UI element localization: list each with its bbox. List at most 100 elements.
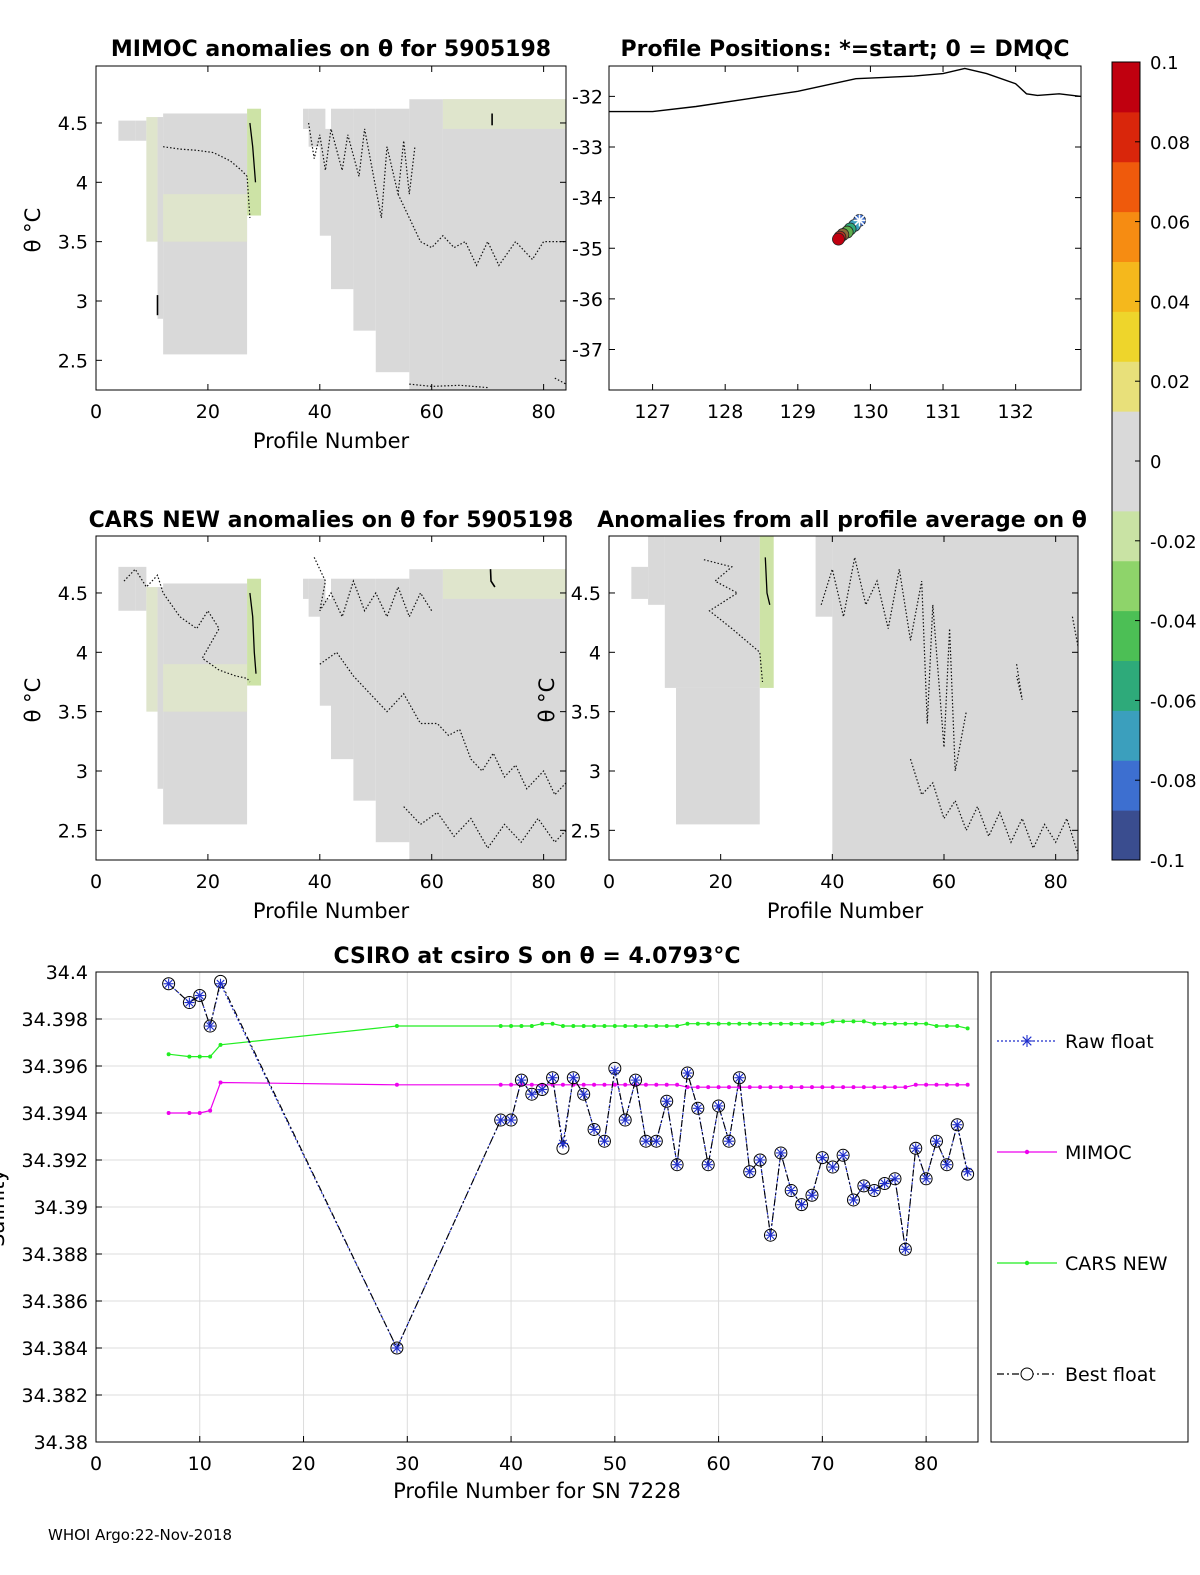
raw-float-point — [838, 1150, 849, 1161]
mimoc-point — [955, 1082, 960, 1087]
colorbar: 0.1 0.08 0.06 0.04 0.02 0 -0.02 -0.04 -0.06 -0.08… — [1111, 53, 1197, 872]
y-tick-label: 4.5 — [58, 113, 88, 135]
raw-float-point-stroke — [672, 1160, 682, 1169]
raw-float-point — [495, 1115, 506, 1126]
y-tick-label: 34.392 — [22, 1150, 88, 1172]
cars-new-point — [197, 1054, 202, 1059]
anomaly-cell — [676, 536, 760, 688]
raw-float-point — [827, 1162, 838, 1173]
mimoc-point — [882, 1085, 887, 1090]
raw-float-point-stroke — [953, 1120, 962, 1129]
cars-new-point — [166, 1052, 171, 1057]
raw-float-point — [858, 1180, 869, 1191]
mimoc-point — [809, 1085, 814, 1090]
raw-float-point-stroke — [901, 1245, 910, 1254]
best-float-point — [514, 1073, 528, 1087]
x-tick-label: 127 — [634, 401, 670, 423]
y-tick-label: 2.5 — [58, 820, 88, 842]
raw-float-point — [599, 1136, 610, 1147]
cars-new-point — [841, 1019, 846, 1024]
raw-float-point-stroke — [631, 1076, 640, 1085]
x-tick-label: 20 — [196, 871, 220, 893]
y-tick-label: 4 — [589, 642, 601, 664]
best-float-point — [732, 1071, 746, 1085]
y-tick-label: -35 — [572, 238, 603, 260]
y-tick-label: 34.386 — [22, 1291, 88, 1313]
colorbar-segment — [1112, 311, 1140, 362]
raw-float-point — [941, 1159, 952, 1170]
best-float-point — [193, 989, 207, 1002]
anomaly-cell — [118, 120, 136, 141]
start-marker-stroke — [854, 215, 865, 226]
y-tick-label: 3.5 — [58, 232, 88, 254]
anomaly-cell — [832, 536, 1078, 860]
best-float-point — [587, 1122, 601, 1136]
y-tick-label: 34.388 — [22, 1244, 88, 1266]
anomaly-cell — [319, 598, 331, 706]
mimoc-point — [394, 1082, 399, 1087]
raw-float-point — [796, 1199, 807, 1210]
raw-float-point-stroke — [776, 1148, 785, 1158]
x-tick-label: 80 — [532, 871, 556, 893]
raw-float-point — [952, 1119, 963, 1130]
best-float-point — [846, 1193, 860, 1207]
positions-plot-area: 127 128 129 130 131 132 -32 -33 -34 -35 -36 -37 — [572, 65, 1082, 423]
cars-new-point — [394, 1024, 399, 1029]
allavg-plot-area: 0 20 40 60 80 2.5 3 3.5 4 4.5 — [571, 535, 1079, 893]
raw-float-point — [391, 1343, 402, 1353]
legend-marker — [1022, 1036, 1032, 1046]
legend-entry: MIMOC — [997, 1142, 1132, 1164]
cars-new-point — [789, 1021, 794, 1026]
anomaly-cell — [157, 587, 164, 789]
allavg-panel: Anomalies from all profile average on θ … — [535, 508, 1087, 923]
best-float-point — [182, 996, 196, 1010]
colorbar-segment — [1112, 211, 1140, 262]
x-tick-label: 20 — [291, 1453, 315, 1475]
anomaly-cell — [303, 108, 309, 129]
y-tick-label: -37 — [572, 340, 603, 362]
raw-float-point-stroke — [496, 1115, 505, 1125]
allavg-ylabel: θ °C — [535, 678, 559, 723]
solid-contour — [249, 122, 257, 183]
raw-float-point — [713, 1100, 724, 1111]
cars-new-point — [602, 1024, 607, 1029]
raw-float-point — [921, 1173, 932, 1184]
anomaly-cell — [409, 569, 443, 860]
raw-float-point-stroke — [745, 1167, 754, 1176]
contour-line — [1071, 616, 1079, 647]
y-tick-label: 34.39 — [34, 1197, 88, 1219]
cars-new-point — [747, 1021, 752, 1026]
cars-new-point — [675, 1024, 680, 1029]
best-float-point — [701, 1158, 715, 1172]
best-float-point — [826, 1160, 840, 1174]
series-line-mimoc — [168, 1081, 968, 1114]
cars-new-point — [737, 1021, 742, 1026]
mimoc-point — [789, 1085, 794, 1090]
cars-new-point — [592, 1024, 597, 1029]
x-tick-label: 60 — [706, 1453, 730, 1475]
legend-entry: CARS NEW — [997, 1253, 1168, 1275]
cars-new-point — [716, 1021, 721, 1026]
raw-float-point-stroke — [911, 1144, 920, 1153]
raw-float-point — [526, 1089, 537, 1100]
legend-label: MIMOC — [1065, 1142, 1132, 1164]
raw-float-point-stroke — [849, 1195, 858, 1205]
contour-line — [397, 193, 566, 267]
raw-float-point-stroke — [766, 1231, 775, 1240]
mimoc-point — [187, 1111, 192, 1115]
raw-float-point — [889, 1173, 900, 1184]
mimoc-point — [903, 1085, 908, 1090]
raw-float-point — [755, 1155, 766, 1165]
raw-float-point-stroke — [506, 1115, 516, 1125]
x-tick-label: 130 — [852, 401, 888, 423]
raw-float-point — [620, 1115, 631, 1126]
colorbar-tick-label: 0.08 — [1150, 133, 1190, 154]
raw-float-point — [184, 997, 195, 1008]
raw-float-point-stroke — [839, 1151, 848, 1160]
y-tick-label: 4 — [76, 172, 88, 194]
colorbar-segment — [1112, 510, 1140, 562]
best-float-point — [712, 1099, 726, 1113]
contour-line — [820, 557, 967, 772]
cars-new-point — [955, 1024, 960, 1029]
